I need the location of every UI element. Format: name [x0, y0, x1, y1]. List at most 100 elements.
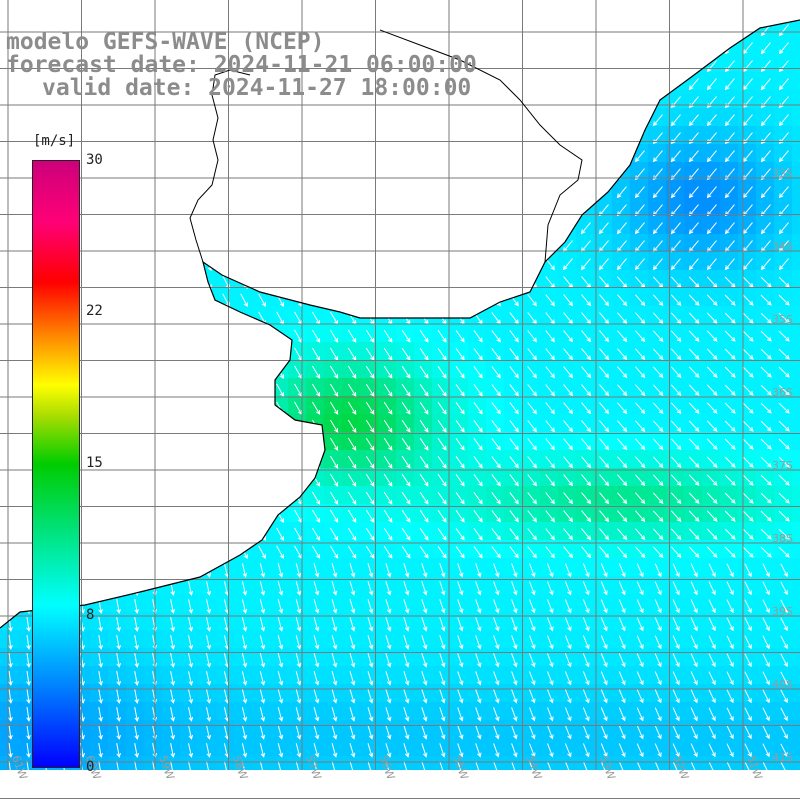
wind-cell [486, 54, 505, 73]
wind-cell [216, 108, 235, 127]
wind-arrow [401, 509, 411, 523]
wind-cell [216, 360, 235, 379]
wind-cell [504, 270, 523, 289]
wind-cell [486, 774, 505, 793]
wind-cell [396, 20, 415, 37]
wind-arrow [329, 185, 339, 199]
wind-arrow [134, 725, 139, 740]
wind-arrow [708, 761, 716, 770]
wind-arrow [670, 258, 681, 271]
wind-arrow [276, 239, 284, 253]
wind-arrow [690, 725, 698, 740]
wind-cell [414, 468, 433, 487]
wind-arrow [598, 150, 609, 163]
wind-cell [270, 198, 289, 217]
wind-arrow [581, 528, 592, 541]
wind-cell [648, 162, 667, 181]
wind-arrow [258, 473, 266, 487]
wind-cell [468, 432, 487, 451]
wind-arrow [365, 131, 375, 145]
wind-arrow [545, 42, 555, 55]
wind-arrow [25, 257, 32, 272]
wind-cell [432, 252, 451, 271]
wind-arrow [581, 330, 592, 343]
wind-arrow [347, 365, 357, 379]
wind-arrow [545, 186, 555, 199]
wind-arrow [240, 365, 248, 380]
wind-arrow [616, 186, 627, 199]
wind-cell [756, 270, 775, 289]
wind-arrow [617, 384, 628, 397]
wind-arrow [240, 401, 248, 416]
wind-cell [630, 252, 649, 271]
wind-arrow [170, 635, 176, 650]
wind-arrow [403, 581, 410, 596]
wind-arrow [457, 761, 464, 770]
wind-arrow [329, 455, 339, 469]
wind-arrow [654, 761, 662, 770]
wind-cell [324, 0, 343, 19]
wind-cell [144, 144, 163, 163]
wind-arrow [778, 366, 790, 378]
wind-arrow [778, 456, 790, 468]
wind-arrow [582, 743, 590, 758]
wind-arrow [276, 113, 284, 127]
wind-arrow [385, 761, 392, 770]
wind-cell [738, 576, 757, 595]
wind-arrow [294, 473, 303, 488]
wind-cell [378, 432, 397, 451]
wind-cell [522, 306, 541, 325]
wind-arrow [690, 671, 698, 686]
wind-arrow [708, 653, 716, 668]
wind-arrow [347, 131, 357, 145]
wind-arrow [547, 617, 554, 632]
wind-cell [486, 216, 505, 235]
wind-cell [486, 234, 505, 253]
wind-cell [324, 342, 343, 361]
wind-cell [630, 414, 649, 433]
wind-arrow [383, 275, 393, 289]
wind-cell [306, 360, 325, 379]
colorbar-tick-30: 30 [86, 152, 103, 168]
wind-arrow [688, 42, 699, 55]
wind-cell [378, 144, 397, 163]
wind-cell [450, 432, 469, 451]
wind-cell [450, 0, 469, 19]
wind-arrow [726, 617, 734, 632]
colorbar-tick-0: 0 [86, 759, 95, 775]
wind-cell [684, 396, 703, 415]
colorbar-unit: [m/s] [33, 133, 76, 149]
wind-cell [486, 378, 505, 397]
wind-arrow [636, 653, 644, 668]
wind-arrow [509, 456, 519, 469]
wind-cell [378, 198, 397, 217]
wind-cell [306, 0, 325, 19]
wind-cell [162, 486, 181, 505]
wind-arrow [186, 185, 194, 200]
wind-cell [702, 36, 721, 55]
wind-arrow [313, 563, 320, 578]
wind-arrow [742, 420, 754, 432]
wind-cell [180, 450, 199, 469]
wind-arrow [26, 635, 31, 650]
wind-arrow [26, 581, 31, 596]
wind-arrow [617, 330, 628, 343]
wind-cell [360, 396, 379, 415]
wind-arrow [96, 527, 104, 542]
wind-cell [180, 378, 199, 397]
wind-arrow [672, 761, 680, 770]
wind-cell [162, 198, 181, 217]
wind-arrow [706, 330, 718, 342]
wind-cell [648, 342, 667, 361]
wind-cell [792, 20, 800, 37]
wind-cell [126, 378, 145, 397]
wind-arrow [168, 437, 176, 452]
wind-arrow [367, 563, 374, 578]
wind-arrow [347, 221, 357, 235]
wind-arrow [277, 743, 284, 758]
wind-cell [378, 306, 397, 325]
wind-cell [90, 576, 109, 595]
wind-arrow [78, 383, 86, 398]
wind-cell [738, 72, 757, 91]
wind-cell [162, 432, 181, 451]
